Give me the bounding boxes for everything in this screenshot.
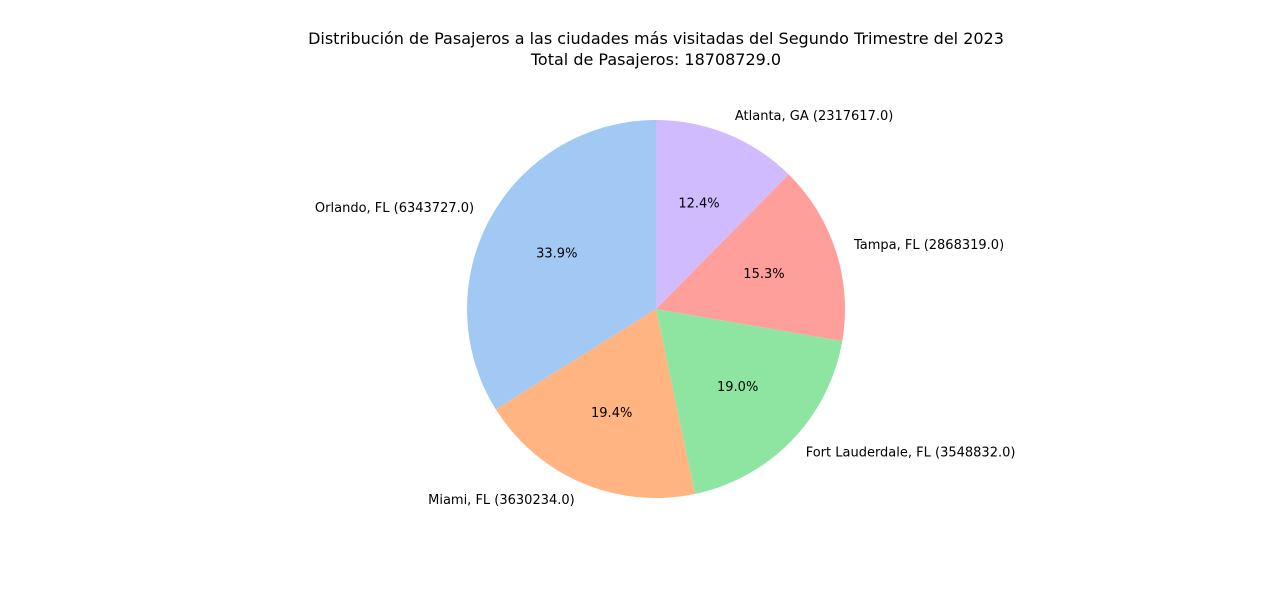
pie-labels: 33.9% Orlando, FL (6343727.0) 19.4% Miami, … (315, 109, 1016, 508)
pie-label-miami-fl: Miami, FL (3630234.0) (428, 493, 575, 508)
chart-title: Distribución de Pasajeros a las ciudades… (308, 29, 1004, 48)
pie-label-fort-lauderdale-fl: Fort Lauderdale, FL (3548832.0) (806, 446, 1016, 461)
pie-slice-miami-fl (495, 309, 696, 498)
pie-pct-label-miami-fl: 19.4% (591, 406, 632, 421)
pie-slices (466, 120, 845, 498)
pie-pct-label-atlanta-ga: 12.4% (678, 197, 719, 212)
pie-label-atlanta-ga: Atlanta, GA (2317617.0) (735, 109, 893, 124)
pie-slice-tampa-fl (656, 174, 845, 342)
pie-pct-label-tampa-fl: 15.3% (743, 267, 784, 282)
chart-subtitle: Total de Pasajeros: 18708729.0 (530, 50, 781, 69)
pie-label-orlando-fl: Orlando, FL (6343727.0) (315, 201, 474, 216)
pie-label-tampa-fl: Tampa, FL (2868319.0) (853, 238, 1004, 253)
pie-slice-fort-lauderdale-fl (656, 309, 843, 494)
pie-pct-label-orlando-fl: 33.9% (536, 247, 577, 262)
pie-slice-orlando-fl (466, 120, 656, 410)
pie-slice-atlanta-ga (656, 120, 789, 309)
pie-pct-label-fort-lauderdale-fl: 19.0% (717, 380, 758, 395)
